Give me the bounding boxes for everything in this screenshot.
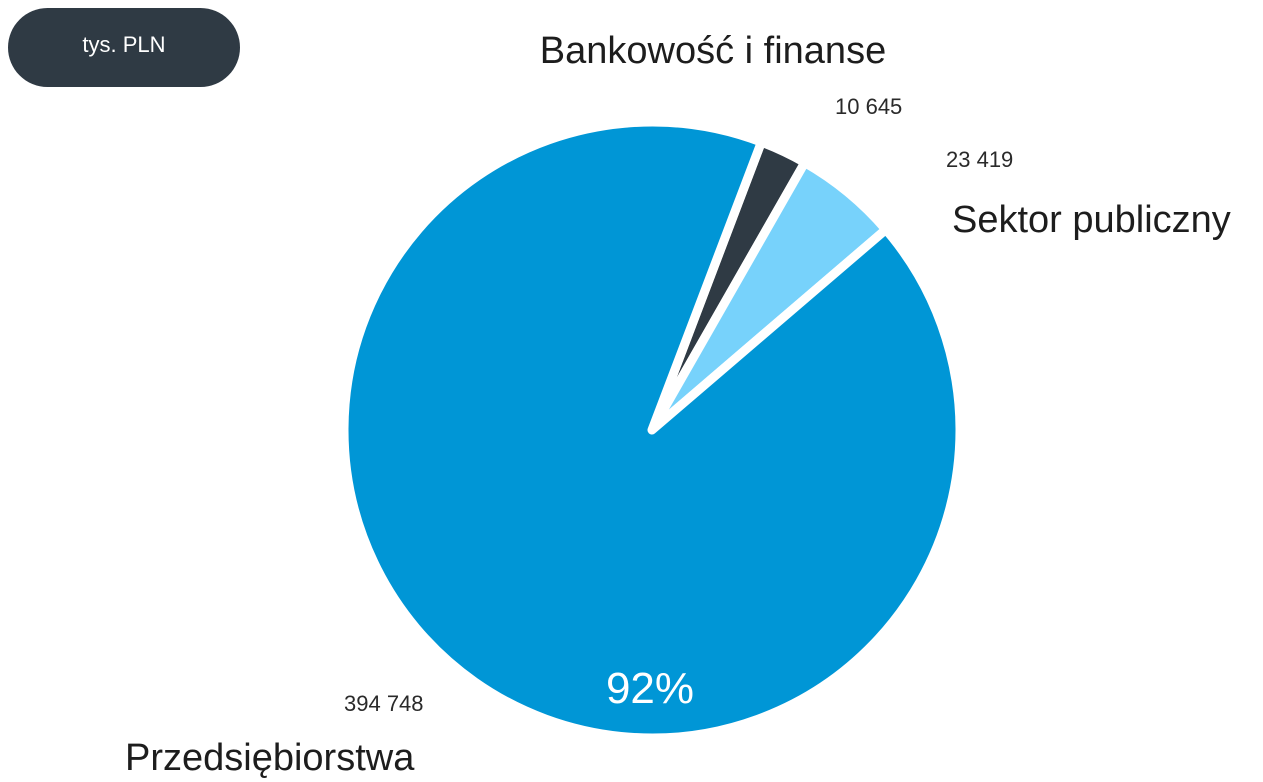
slice-value-label: 10 645 <box>835 94 902 119</box>
slice-name-label: Przedsiębiorstwa <box>125 737 415 779</box>
slice-name-label: Bankowość i finanse <box>540 30 886 72</box>
unit-badge: tys. PLN <box>8 8 240 87</box>
unit-label: tys. PLN <box>82 31 166 57</box>
slice-value-label: 394 748 <box>344 691 424 716</box>
slice-name-label: Sektor publiczny <box>952 199 1231 241</box>
pie-slices <box>339 117 965 743</box>
pie-slice <box>339 117 965 743</box>
slice-value-label: 23 419 <box>946 147 1013 172</box>
slice-percent-label: 92% <box>606 664 694 713</box>
